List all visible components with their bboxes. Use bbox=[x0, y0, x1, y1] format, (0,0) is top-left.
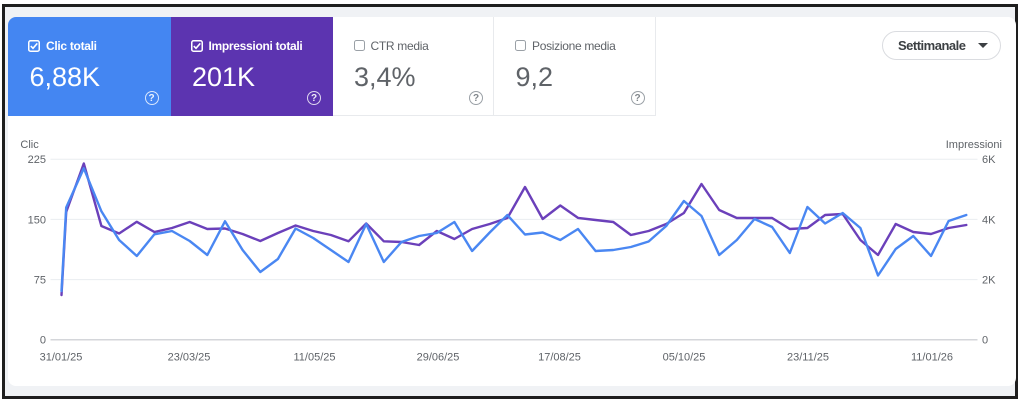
svg-text:6K: 6K bbox=[982, 154, 996, 166]
svg-text:11/01/26: 11/01/26 bbox=[911, 352, 953, 364]
svg-text:0: 0 bbox=[982, 335, 988, 347]
svg-text:31/01/25: 31/01/25 bbox=[40, 352, 83, 364]
svg-text:17/08/25: 17/08/25 bbox=[538, 352, 581, 364]
svg-text:4K: 4K bbox=[982, 214, 996, 226]
svg-text:Clic: Clic bbox=[20, 139, 39, 151]
svg-text:75: 75 bbox=[34, 275, 46, 287]
svg-text:2K: 2K bbox=[982, 275, 996, 287]
svg-text:29/06/25: 29/06/25 bbox=[417, 352, 460, 364]
svg-text:150: 150 bbox=[28, 214, 46, 226]
svg-text:23/11/25: 23/11/25 bbox=[787, 352, 829, 364]
svg-text:225: 225 bbox=[28, 154, 46, 166]
svg-text:11/05/25: 11/05/25 bbox=[293, 352, 335, 364]
svg-text:23/03/25: 23/03/25 bbox=[168, 352, 211, 364]
svg-text:0: 0 bbox=[40, 335, 46, 347]
svg-text:Impressioni: Impressioni bbox=[946, 139, 1002, 151]
svg-text:05/10/25: 05/10/25 bbox=[663, 352, 706, 364]
